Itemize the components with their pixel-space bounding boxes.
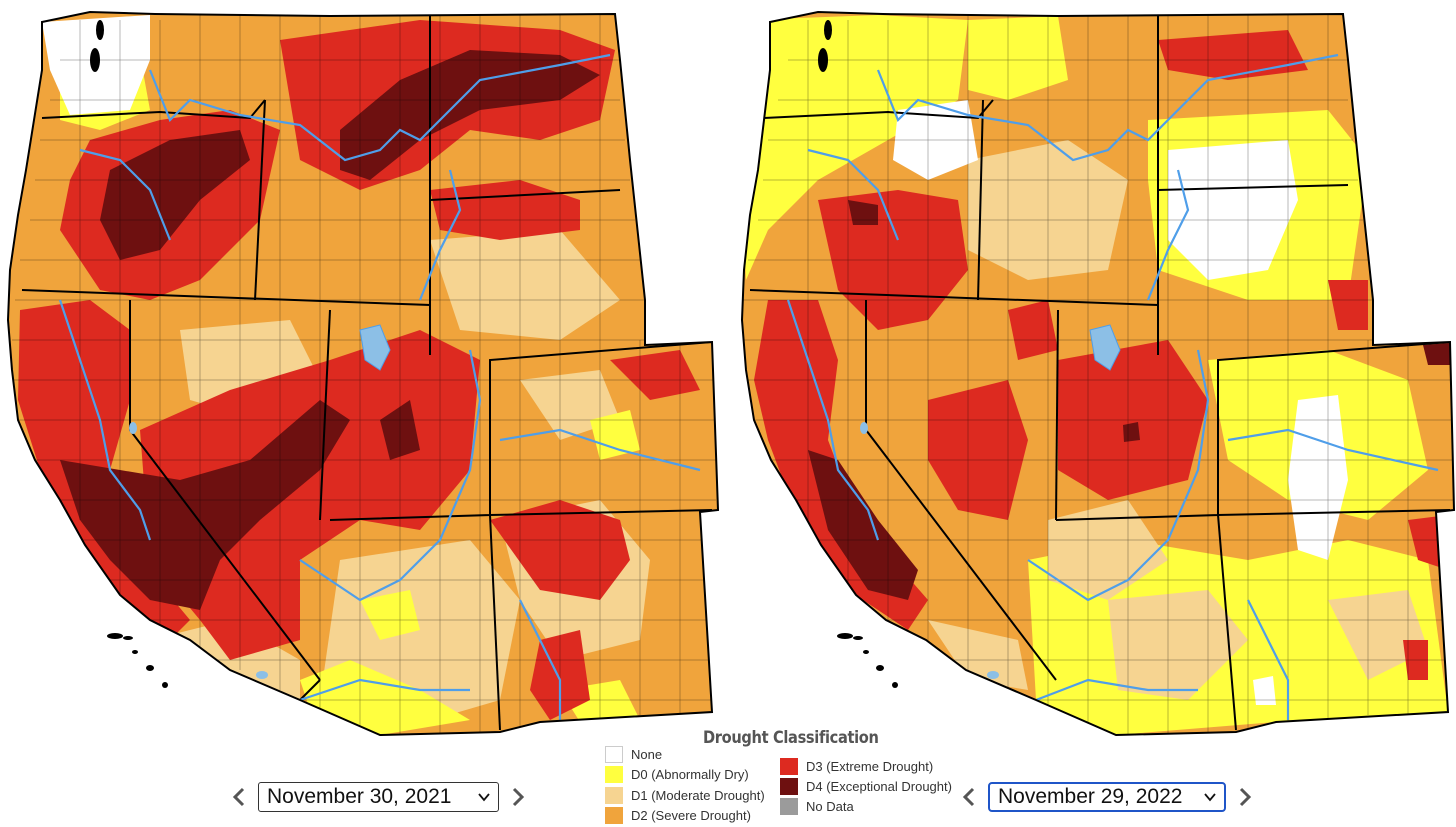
legend-swatch-nodata — [780, 798, 798, 815]
date-select-left[interactable]: November 30, 2021 — [258, 782, 499, 812]
legend-title: Drought Classification — [703, 728, 879, 748]
chevron-right-icon[interactable] — [507, 782, 529, 812]
chevron-left-icon[interactable] — [228, 782, 250, 812]
chevron-down-icon — [1204, 793, 1216, 802]
drought-map-2021 — [0, 0, 720, 740]
legend-label-d3: D3 (Extreme Drought) — [806, 759, 934, 774]
legend-swatch-d3 — [780, 758, 798, 775]
legend-item-d4: D4 (Exceptional Drought) — [780, 778, 952, 795]
legend-swatch-d4 — [780, 778, 798, 795]
chevron-left-icon[interactable] — [958, 782, 980, 812]
date-select-right-value: November 29, 2022 — [998, 785, 1183, 808]
drought-map-2022 — [728, 0, 1456, 740]
legend: Drought Classification None D0 (Abnormal… — [605, 726, 965, 826]
date-select-left-value: November 30, 2021 — [267, 785, 452, 808]
legend-swatch-d0 — [605, 766, 623, 783]
chevron-right-icon[interactable] — [1234, 782, 1256, 812]
date-control-left: November 30, 2021 — [228, 780, 529, 814]
legend-label-d4: D4 (Exceptional Drought) — [806, 779, 952, 794]
legend-item-d3: D3 (Extreme Drought) — [780, 758, 933, 775]
legend-item-d2: D2 (Severe Drought) — [605, 807, 751, 824]
legend-label-d1: D1 (Moderate Drought) — [631, 788, 765, 803]
chevron-down-icon — [478, 793, 490, 802]
legend-label-d0: D0 (Abnormally Dry) — [631, 767, 749, 782]
legend-swatch-d2 — [605, 807, 623, 824]
legend-label-nodata: No Data — [806, 799, 854, 814]
legend-swatch-d1 — [605, 787, 623, 804]
date-control-right: November 29, 2022 — [958, 780, 1256, 814]
date-select-right[interactable]: November 29, 2022 — [988, 782, 1226, 812]
legend-item-d1: D1 (Moderate Drought) — [605, 787, 765, 804]
legend-label-d2: D2 (Severe Drought) — [631, 808, 751, 823]
legend-item-none: None — [605, 746, 662, 763]
legend-swatch-none — [605, 746, 623, 763]
legend-item-d0: D0 (Abnormally Dry) — [605, 766, 749, 783]
legend-item-nodata: No Data — [780, 798, 854, 815]
legend-label-none: None — [631, 747, 663, 762]
